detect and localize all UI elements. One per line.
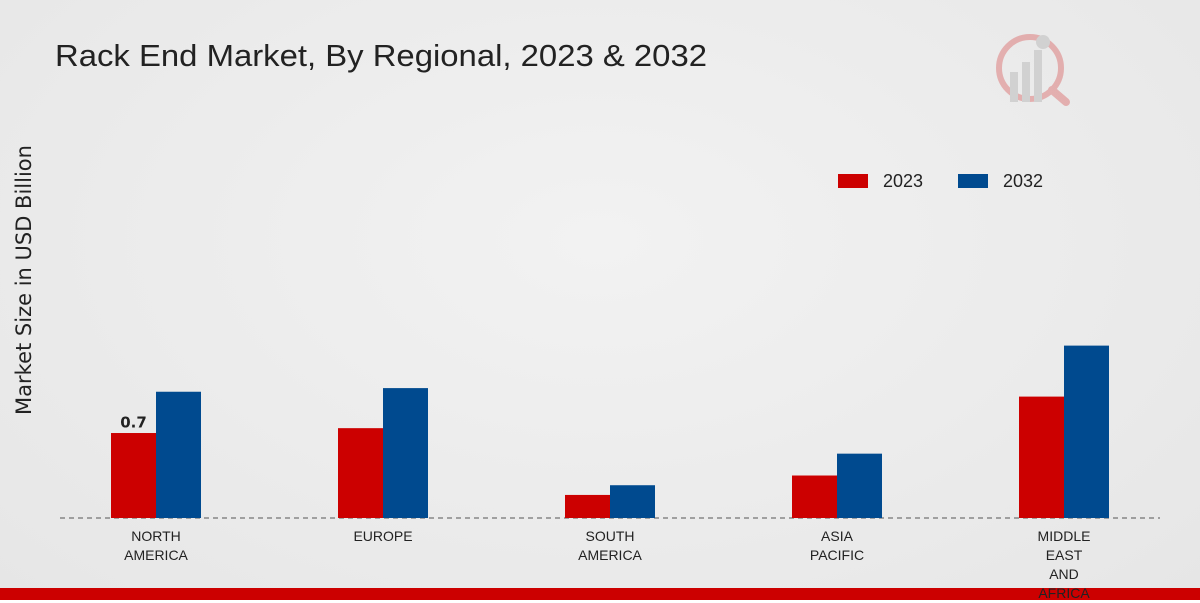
bar [1064, 345, 1109, 518]
x-tick-label: ASIA PACIFIC [809, 528, 865, 563]
bar [837, 453, 882, 518]
bar [156, 391, 201, 518]
bar [338, 428, 383, 518]
logo [996, 34, 1070, 106]
bar [792, 475, 837, 518]
bar [565, 494, 610, 518]
x-tick-label: MIDDLE EAST AND AFRICA [1037, 528, 1091, 601]
bar [383, 388, 428, 518]
legend-swatch [958, 174, 988, 188]
x-tick-label: NORTH AMERICA [124, 528, 188, 563]
chart-title: Rack End Market, By Regional, 2023 & 203… [55, 38, 707, 73]
footer-bar [0, 588, 1200, 600]
legend-label: 2032 [1003, 171, 1043, 191]
legend-swatch [838, 174, 868, 188]
x-tick-label: EUROPE [353, 528, 413, 544]
legend-label: 2023 [883, 171, 923, 191]
bar [111, 433, 156, 518]
bar [1019, 396, 1064, 518]
bar [610, 485, 655, 518]
y-axis-label: Market Size in USD Billion [12, 145, 36, 415]
data-label: 0.7 [120, 414, 147, 432]
x-tick-label: SOUTH AMERICA [578, 528, 642, 563]
